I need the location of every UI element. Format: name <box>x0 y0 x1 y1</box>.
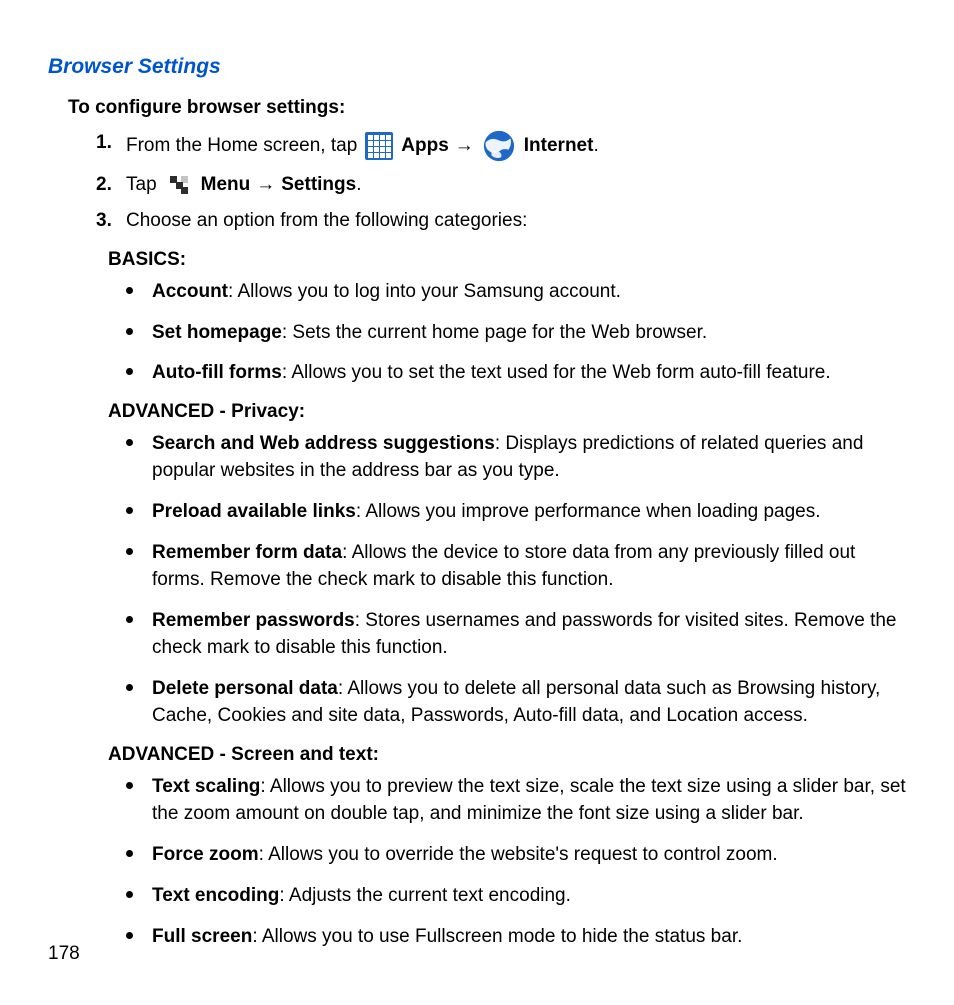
page-number: 178 <box>48 943 80 965</box>
desc: : Allows you to preview the text size, s… <box>152 776 906 824</box>
desc: : Allows you to override the website's r… <box>259 844 778 865</box>
list-item: Account: Allows you to log into your Sam… <box>126 279 906 306</box>
term: Text scaling <box>152 776 260 797</box>
arrow-icon: → <box>455 132 474 160</box>
term: Auto-fill forms <box>152 362 282 383</box>
menu-icon <box>165 171 193 199</box>
term: Search and Web address suggestions <box>152 433 495 454</box>
term: Account <box>152 281 228 302</box>
basics-list: Account: Allows you to log into your Sam… <box>126 279 906 388</box>
list-item: Preload available links: Allows you impr… <box>126 499 906 526</box>
desc: : Sets the current home page for the Web… <box>282 322 707 343</box>
apps-grid-icon <box>365 132 393 160</box>
privacy-list: Search and Web address suggestions: Disp… <box>126 431 906 730</box>
settings-label: Settings <box>281 174 356 195</box>
menu-label: Menu <box>201 171 251 199</box>
term: Force zoom <box>152 844 259 865</box>
step-marker: 3. <box>96 207 112 235</box>
step-2: 2. Tap Menu → Settings. <box>96 171 906 199</box>
desc: : Allows you improve performance when lo… <box>356 501 821 522</box>
term: Delete personal data <box>152 678 338 699</box>
term: Full screen <box>152 926 252 947</box>
term: Remember passwords <box>152 610 355 631</box>
step-3: 3. Choose an option from the following c… <box>96 207 906 235</box>
category-heading-screen: ADVANCED - Screen and text: <box>108 744 906 766</box>
screen-list: Text scaling: Allows you to preview the … <box>126 774 906 951</box>
step-content: From the Home screen, tap Apps → <box>126 129 906 163</box>
step-marker: 2. <box>96 171 112 199</box>
arrow-icon: → <box>256 171 275 199</box>
step-text: Tap <box>126 171 157 199</box>
step-text: Choose an option from the following cate… <box>126 210 527 231</box>
apps-label: Apps <box>401 132 449 160</box>
category-heading-privacy: ADVANCED - Privacy: <box>108 401 906 423</box>
globe-icon <box>482 129 516 163</box>
category-heading-basics: BASICS: <box>108 249 906 271</box>
desc: : Allows you to set the text used for th… <box>282 362 831 383</box>
list-item: Delete personal data: Allows you to dele… <box>126 676 906 730</box>
step-marker: 1. <box>96 129 112 157</box>
list-item: Full screen: Allows you to use Fullscree… <box>126 924 906 951</box>
step-text: From the Home screen, tap <box>126 132 357 160</box>
list-item: Text encoding: Adjusts the current text … <box>126 883 906 910</box>
list-item: Auto-fill forms: Allows you to set the t… <box>126 360 906 387</box>
manual-page: Browser Settings To configure browser se… <box>0 0 954 1005</box>
term: Set homepage <box>152 322 282 343</box>
step-content: Tap Menu → Settings. <box>126 171 906 199</box>
period: . <box>356 174 361 195</box>
list-item: Text scaling: Allows you to preview the … <box>126 774 906 828</box>
internet-label: Internet <box>524 135 594 156</box>
section-title: Browser Settings <box>48 55 906 79</box>
step-list: 1. From the Home screen, tap Apps → <box>96 129 906 235</box>
list-item: Set homepage: Sets the current home page… <box>126 320 906 347</box>
intro-heading: To configure browser settings: <box>68 97 906 119</box>
term: Preload available links <box>152 501 356 522</box>
period: . <box>593 135 598 156</box>
list-item: Remember form data: Allows the device to… <box>126 540 906 594</box>
list-item: Force zoom: Allows you to override the w… <box>126 842 906 869</box>
desc: : Allows you to log into your Samsung ac… <box>228 281 621 302</box>
list-item: Search and Web address suggestions: Disp… <box>126 431 906 485</box>
step-1: 1. From the Home screen, tap Apps → <box>96 129 906 163</box>
desc: : Allows you to use Fullscreen mode to h… <box>252 926 742 947</box>
term: Text encoding <box>152 885 279 906</box>
list-item: Remember passwords: Stores usernames and… <box>126 608 906 662</box>
term: Remember form data <box>152 542 342 563</box>
desc: : Adjusts the current text encoding. <box>279 885 571 906</box>
